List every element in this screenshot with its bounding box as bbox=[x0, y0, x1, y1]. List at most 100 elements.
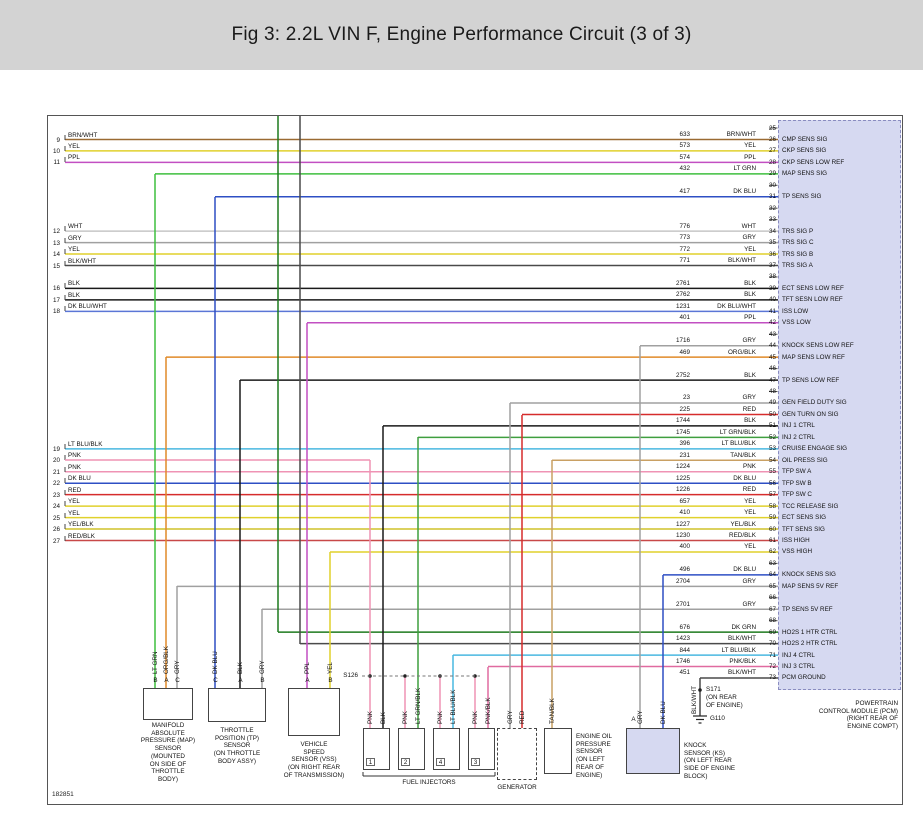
vertical-wire-label: GRY bbox=[637, 710, 644, 724]
wire-number-label: 657 bbox=[679, 497, 690, 505]
vertical-wire-label: LT GRN/BLK bbox=[415, 687, 422, 724]
component-caption-line: THROTTLE bbox=[151, 768, 185, 776]
wire-color-label: BLK bbox=[744, 279, 756, 287]
pcm-pin-signal: TFT SENS SIG bbox=[782, 525, 825, 533]
left-row-number: 22 bbox=[52, 479, 60, 487]
pcm-pin-signal: GEN FIELD DUTY SIG bbox=[782, 399, 847, 407]
vss-sensor-caption: VEHICLE SPEED SENSOR (VSS) (ON RIGHT REAR OF… bbox=[249, 741, 379, 780]
wire-number-label: 396 bbox=[679, 440, 690, 448]
pcm-pin-number: 37 bbox=[768, 261, 776, 269]
wire-number-label: 1744 bbox=[675, 417, 690, 425]
page-title: Fig 3: 2.2L VIN F, Engine Performance Ci… bbox=[231, 24, 692, 45]
wire-number-label: 451 bbox=[679, 669, 690, 677]
wire-color-label: YEL bbox=[744, 142, 756, 150]
left-row-color-label: LT BLU/BLK bbox=[68, 440, 103, 448]
vertical-wire-label: TAN/BLK bbox=[549, 698, 556, 724]
splice-s126-label: S126 bbox=[343, 672, 358, 679]
pcm-pin-number: 66 bbox=[768, 594, 776, 602]
wire-color-label: PNK/BLK bbox=[729, 658, 756, 666]
left-row-number: 10 bbox=[52, 147, 60, 155]
vertical-wire-label: GRY bbox=[507, 710, 514, 724]
pcm-pin-number: 31 bbox=[768, 193, 776, 201]
vertical-wire-label: LT BLU/BLK bbox=[450, 689, 457, 724]
wire-number-label: 1227 bbox=[675, 520, 690, 528]
vertical-wire-label: PNK bbox=[472, 711, 479, 724]
vertical-wire-label: RED bbox=[519, 710, 526, 724]
wire-color-label: BLK/WHT bbox=[728, 256, 756, 264]
wire-color-label: DK BLU bbox=[733, 566, 756, 574]
component-caption-line: ENGINE) bbox=[576, 771, 603, 779]
vertical-wire-label: PNK bbox=[402, 711, 409, 724]
generator-caption: GENERATOR bbox=[452, 784, 582, 792]
component-caption-line: (ON LEFT bbox=[576, 756, 605, 764]
pcm-pin-signal: VSS HIGH bbox=[782, 548, 813, 556]
left-row-number: 11 bbox=[53, 158, 60, 166]
pcm-pin-signal: ISS HIGH bbox=[782, 536, 810, 544]
left-row-color-label: PNK bbox=[68, 451, 81, 459]
wire-number-label: 400 bbox=[679, 543, 690, 551]
pcm-pin-signal: ECT SENS LOW REF bbox=[782, 284, 844, 292]
pcm-pin-signal: MAP SENS 5V REF bbox=[782, 582, 839, 590]
pcm-pin-signal: TRS SIG P bbox=[782, 227, 814, 235]
pcm-pin-number: 61 bbox=[768, 536, 776, 544]
wire-number-label: 633 bbox=[679, 130, 690, 138]
pcm-pin-signal: INJ 2 CTRL bbox=[782, 433, 815, 441]
vertical-wire-label: DK BLU bbox=[660, 701, 667, 724]
wire-color-label: RED bbox=[742, 486, 756, 494]
component-caption-line: (MOUNTED bbox=[151, 752, 185, 760]
wire-color-label: ORG/BLK bbox=[728, 348, 756, 356]
left-row-number: 18 bbox=[52, 307, 60, 315]
pcm-pin-signal: MAP SENS LOW REF bbox=[782, 353, 845, 361]
wire-color-label: DK BLU bbox=[733, 474, 756, 482]
vertical-wire-label: BLK bbox=[237, 662, 244, 674]
pin-letter: B bbox=[260, 677, 265, 684]
wire-color-label: BLK bbox=[744, 291, 756, 299]
left-row-number: 26 bbox=[52, 525, 60, 533]
pcm-pin-number: 39 bbox=[768, 284, 776, 292]
pcm-pin-number: 64 bbox=[768, 571, 776, 579]
pcm-pin-signal: TP SENS LOW REF bbox=[782, 376, 840, 384]
pcm-pin-signal: CRUISE ENGAGE SIG bbox=[782, 445, 848, 453]
pcm-pin-signal: OIL PRESS SIG bbox=[782, 456, 828, 464]
pcm-pin-signal: HO2S 1 HTR CTRL bbox=[782, 628, 838, 636]
pcm-pin-number: 46 bbox=[768, 365, 776, 373]
vertical-wire-label: LT GRN bbox=[152, 651, 159, 674]
pcm-pin-signal: CKP SENS SIG bbox=[782, 147, 827, 155]
wire-color-label: YEL bbox=[744, 245, 756, 253]
wire-number-label: 1224 bbox=[675, 463, 690, 471]
wire-color-label: YEL bbox=[744, 543, 756, 551]
left-row-number: 24 bbox=[52, 502, 60, 510]
pcm-pin-number: 65 bbox=[768, 582, 776, 590]
pcm-pin-number: 49 bbox=[768, 399, 776, 407]
left-row-number: 25 bbox=[52, 514, 60, 522]
pin-letter: A bbox=[305, 677, 310, 684]
pcm-pin-number: 62 bbox=[768, 548, 776, 556]
pcm-pin-signal: TRS SIG B bbox=[782, 250, 814, 258]
wire-color-label: GRY bbox=[742, 577, 756, 585]
wire-number-label: 2762 bbox=[675, 291, 690, 299]
wire-color-label: RED bbox=[742, 405, 756, 413]
pcm-pin-number: 26 bbox=[768, 135, 776, 143]
pcm-pin-number: 60 bbox=[768, 525, 776, 533]
pcm-pin-signal: KNOCK SENS LOW REF bbox=[782, 342, 854, 350]
component-caption-line: (ON RIGHT REAR bbox=[287, 764, 340, 772]
pcm-pin-number: 71 bbox=[768, 651, 776, 659]
wire-color-label: BLK/WHT bbox=[728, 635, 756, 643]
wire-color-label: PPL bbox=[744, 153, 756, 161]
knock-sensor-caption: KNOCK SENSOR (KS) (ON LEFT REAR SIDE OF ENG… bbox=[684, 742, 814, 781]
pcm-pin-number: 53 bbox=[768, 445, 776, 453]
pcm-pin-number: 25 bbox=[768, 124, 776, 132]
wire-color-label: GRY bbox=[742, 337, 756, 345]
pcm-pin-number: 35 bbox=[768, 239, 776, 247]
left-row-number: 20 bbox=[52, 456, 60, 464]
pcm-pin-signal: KNOCK SENS SIG bbox=[782, 571, 836, 579]
wire-color-label: LT BLU/BLK bbox=[721, 440, 756, 448]
wire-number-label: 225 bbox=[679, 405, 690, 413]
pcm-pin-number: 28 bbox=[768, 158, 776, 166]
left-row-number: 23 bbox=[52, 491, 60, 499]
component-caption-line: BLOCK) bbox=[684, 772, 708, 780]
component-caption-line: SENSOR bbox=[223, 742, 251, 750]
pcm-pin-number: 40 bbox=[768, 296, 776, 304]
tp-sensor-caption: THROTTLE POSITION (TP) SENSOR (ON THROTTLE B… bbox=[172, 727, 302, 766]
left-row-number: 12 bbox=[52, 227, 60, 235]
